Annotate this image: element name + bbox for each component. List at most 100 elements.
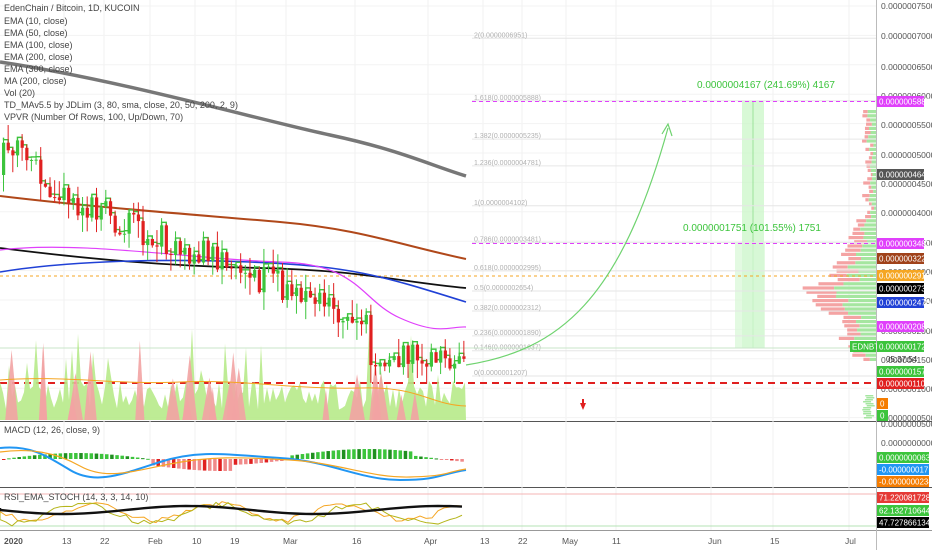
macd-histogram-bar (341, 449, 346, 459)
vpvr-bar-up (836, 294, 876, 298)
price-tick: 0.0000005500 (881, 120, 932, 130)
vpvr-bar-up (869, 126, 876, 130)
candle-body (43, 183, 48, 187)
fib-label: 0.5(0.0000002654) (474, 285, 533, 292)
legend-stoch[interactable]: RSI_EMA_STOCH (14, 3, 3, 14, 10) (4, 492, 148, 502)
vpvr-bar-up (873, 152, 876, 156)
volume-spike-down (5, 349, 18, 420)
vpvr-bar-up (866, 139, 876, 143)
grid (0, 0, 876, 530)
vpvr-bar-up (869, 194, 876, 198)
legend-ema100[interactable]: EMA (100, close) (4, 40, 73, 50)
vpvr-bar-up (861, 315, 876, 319)
volume-spike-down (209, 387, 217, 420)
candle-body (104, 201, 108, 207)
fib-label: 0.236(0.0000001890) (474, 330, 541, 337)
candle-body (420, 360, 424, 364)
stoch-tag-bg (877, 505, 929, 516)
legend: EdenChain / Bitcoin, 1D, KUCOIN EMA (10,… (4, 3, 238, 502)
macd-line (0, 446, 467, 482)
fib-label: 1.382(0.0000005235) (474, 133, 541, 140)
fibonacci-retracement[interactable]: 2(0.0000006951) 1.618(0.0000005888) 1.382(… (0, 32, 876, 384)
candle-body (294, 287, 299, 297)
volume-spike-down (135, 340, 145, 420)
candle-body (257, 269, 261, 293)
vpvr-bar-up (870, 168, 876, 172)
candle-body (350, 316, 354, 323)
vpvr-bar-up (856, 320, 876, 324)
macd-histogram-bar (300, 454, 305, 459)
legend-macd[interactable]: MACD (12, 26, close, 9) (4, 425, 100, 435)
vpvr-bar-down (836, 261, 856, 265)
legend-vpvr[interactable]: VPVR (Number Of Rows, 100, Up/Down, 70) (4, 112, 183, 122)
candle-body (141, 221, 145, 246)
price-tag-bg (877, 270, 924, 281)
macd-tag-bg (877, 452, 929, 463)
legend-ema10[interactable]: EMA (10, close) (4, 16, 68, 26)
macd-histogram-bar (27, 455, 32, 459)
candle-body (29, 159, 34, 161)
macd-histogram-bar (336, 450, 341, 459)
legend-ma200[interactable]: MA (200, close) (4, 76, 67, 86)
candle-body (118, 232, 122, 235)
macd-histogram-bar (352, 449, 356, 459)
vpvr-bar-low (863, 411, 872, 413)
legend-td-ma[interactable]: TD_MAv5.5 by JDLim (3, 80, sma, close, 2… (4, 100, 238, 110)
vpvr-bar-down (869, 189, 874, 193)
legend-ema300[interactable]: EMA (300, close) (4, 64, 73, 74)
macd-histogram-bar (7, 458, 11, 460)
vpvr-bar-up (856, 252, 876, 256)
vpvr-bar-up (843, 282, 876, 286)
overlays (465, 122, 673, 410)
volume-spike-down (322, 389, 330, 420)
macd-pane[interactable] (0, 446, 467, 482)
fib-label: 1.618(0.0000005888) (474, 95, 541, 102)
time-axis[interactable]: 2020 13 22 Feb 10 19 Mar 16 Apr 13 22 Ma… (4, 536, 856, 546)
candlesticks[interactable] (2, 125, 466, 384)
price-tags[interactable]: 0.0000005888 0.0000004641 0.0000003481 0… (850, 96, 931, 421)
price-tag-ma200: 0.0000004641 (879, 171, 931, 180)
candle-body (108, 201, 113, 216)
macd-histogram-bar (316, 452, 320, 459)
countdown-timer: 05:37:54 (886, 355, 918, 364)
macd-histogram-bar (202, 459, 207, 471)
vpvr-bar-down (870, 143, 874, 147)
price-tag-bg (877, 321, 924, 332)
legend-vol[interactable]: Vol (20) (4, 88, 35, 98)
candle-body (229, 267, 234, 269)
vpvr-bar-low (863, 401, 872, 403)
candle-body (99, 206, 103, 220)
vpvr-bar-up (870, 118, 876, 122)
vpvr-bar-down (866, 118, 871, 122)
price-tag-bg (877, 283, 924, 294)
candle-body (387, 360, 392, 367)
price-tag-ema10: 0.0000001579 (879, 368, 931, 377)
price-tag-bg (877, 169, 924, 180)
candle-body (346, 316, 350, 321)
candle-body (281, 270, 285, 300)
legend-ema50[interactable]: EMA (50, close) (4, 28, 68, 38)
price-tag-bg (877, 378, 924, 389)
vpvr-bar-down (852, 231, 865, 235)
vpvr-bar-down (864, 131, 871, 135)
macd-axis[interactable]: 0.0000000500 0.0000000000 0.0000000063 -… (877, 419, 932, 487)
macd-histogram-bar (414, 455, 418, 459)
candle-body (304, 290, 308, 302)
candle-body (453, 363, 457, 369)
macd-histogram-bar (125, 456, 130, 459)
legend-ema200[interactable]: EMA (200, close) (4, 52, 73, 62)
candle-body (90, 197, 94, 218)
macd-histogram-bar (197, 459, 202, 471)
candle-body (192, 254, 196, 264)
projection-arrowhead (661, 122, 673, 137)
vpvr-bar-down (863, 181, 871, 185)
price-tag-bg (877, 297, 924, 308)
target-label-upper: 0.0000004167 (241.69%) 4167 (697, 80, 835, 91)
vpvr-bar-up (854, 336, 876, 340)
stoch-axis[interactable]: 71.2200817280 62.1327106441 47.727866134… (877, 492, 932, 528)
stoch-k-line (0, 501, 463, 524)
price-tag-bg (877, 96, 924, 107)
macd-histogram-bar (74, 453, 78, 459)
stoch-pane[interactable] (0, 493, 876, 527)
